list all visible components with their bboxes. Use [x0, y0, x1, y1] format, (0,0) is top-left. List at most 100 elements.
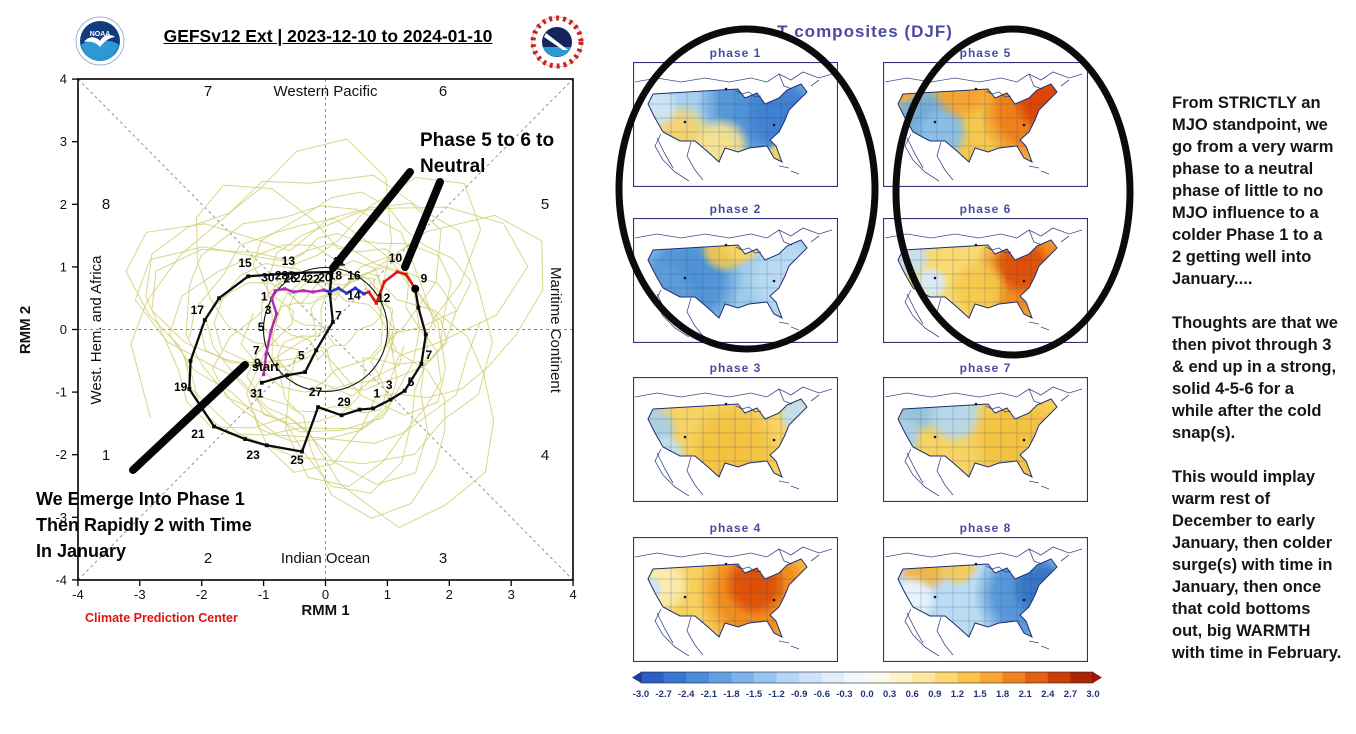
unit-circle — [262, 266, 389, 393]
svg-text:1: 1 — [261, 290, 268, 304]
y-axis-title: RMM 2 — [17, 306, 34, 354]
phase-number-3: 3 — [439, 550, 447, 567]
svg-text:-1: -1 — [55, 385, 67, 400]
svg-text:1.5: 1.5 — [973, 689, 987, 700]
svg-text:0.0: 0.0 — [860, 689, 873, 700]
svg-text:-2.1: -2.1 — [701, 689, 718, 700]
phase-number-2: 2 — [204, 550, 212, 567]
svg-text:20: 20 — [318, 270, 332, 284]
start-label: start — [252, 360, 280, 374]
trajectory-3 — [262, 287, 326, 377]
phase-number-1: 1 — [102, 447, 110, 464]
region-label-indian-ocean: Indian Ocean — [281, 550, 370, 567]
map-cell-phase-7: phase 7 — [882, 361, 1089, 507]
us-temperature-map — [882, 61, 1089, 188]
svg-text:26: 26 — [284, 272, 298, 286]
svg-text:13: 13 — [282, 254, 296, 268]
us-temperature-map — [632, 536, 839, 663]
svg-text:-1.2: -1.2 — [768, 689, 784, 700]
svg-text:9: 9 — [421, 272, 428, 286]
x-axis-title: RMM 1 — [301, 602, 349, 619]
map-phase-label: phase 4 — [709, 521, 762, 535]
phase-number-8: 8 — [102, 196, 110, 213]
svg-text:1: 1 — [384, 587, 391, 602]
svg-text:5: 5 — [258, 320, 265, 334]
svg-text:0.3: 0.3 — [883, 689, 896, 700]
svg-text:0.6: 0.6 — [906, 689, 919, 700]
svg-text:-2.4: -2.4 — [678, 689, 695, 700]
svg-text:-1.8: -1.8 — [723, 689, 739, 700]
us-temperature-map — [632, 61, 839, 188]
credit-climate-prediction-center: Climate Prediction Center — [85, 611, 238, 625]
svg-text:-1: -1 — [258, 587, 270, 602]
svg-text:25: 25 — [290, 453, 304, 467]
svg-text:-1.5: -1.5 — [746, 689, 763, 700]
map-phase-label: phase 3 — [709, 361, 762, 375]
noaa-logo-text: NOAA — [90, 31, 111, 38]
noaa-logo: NOAA — [75, 16, 125, 66]
us-temperature-map — [882, 376, 1089, 503]
svg-text:22: 22 — [306, 272, 320, 286]
svg-text:9: 9 — [254, 356, 261, 370]
svg-text:30: 30 — [261, 270, 275, 284]
svg-text:-4: -4 — [72, 587, 84, 602]
map-cell-phase-5: phase 5 — [882, 46, 1089, 192]
svg-text:-4: -4 — [55, 572, 67, 587]
region-label-western-pacific: Western Pacific — [274, 83, 378, 100]
svg-text:1: 1 — [60, 259, 67, 274]
annotation-phase-5-6-neutral: Phase 5 to 6 to Neutral — [420, 130, 555, 177]
chart-title: GEFSv12 Ext | 2023-12-10 to 2024-01-10 — [163, 26, 493, 46]
us-temperature-map — [882, 536, 1089, 663]
phase-number-6: 6 — [439, 83, 447, 100]
svg-text:23: 23 — [246, 448, 260, 462]
svg-text:1.2: 1.2 — [951, 689, 964, 700]
colorbar: -3.0 -2.7 -2.4 -2.1 -1.8 -1.5 -1.2 -0.9 -0.6 -0.3… — [628, 666, 1106, 711]
map-cell-phase-6: phase 6 — [882, 202, 1089, 348]
map-phase-label: phase 2 — [709, 202, 762, 216]
svg-text:-3: -3 — [55, 510, 67, 525]
svg-text:7: 7 — [426, 348, 433, 362]
map-phase-label: phase 1 — [709, 46, 762, 60]
svg-text:19: 19 — [174, 380, 188, 394]
svg-text:-3.0: -3.0 — [633, 689, 649, 700]
phase-number-5: 5 — [541, 196, 549, 213]
svg-text:-3: -3 — [134, 587, 146, 602]
svg-text:1.8: 1.8 — [996, 689, 1009, 700]
annotation-emerge-phase-1: We Emerge Into Phase 1 Then Rapidly 2 wi… — [36, 489, 252, 561]
svg-text:15: 15 — [238, 256, 252, 270]
svg-text:-0.3: -0.3 — [836, 689, 852, 700]
map-phase-label: phase 5 — [959, 46, 1012, 60]
svg-text:17: 17 — [191, 303, 205, 317]
commentary-paragraph-1: From STRICTLY an MJO standpoint, we go f… — [1172, 94, 1334, 288]
map-cell-phase-8: phase 8 — [882, 521, 1089, 667]
svg-text:31: 31 — [250, 387, 264, 401]
us-temperature-map — [632, 376, 839, 503]
ensemble-member-lines — [125, 138, 544, 529]
svg-text:2.4: 2.4 — [1041, 689, 1055, 700]
svg-text:2.1: 2.1 — [1019, 689, 1033, 700]
region-label-west-hem-africa: West. Hem. and Africa — [88, 255, 105, 405]
nws-logo — [530, 15, 584, 69]
us-temperature-map — [882, 217, 1089, 344]
commentary-panel: From STRICTLY an MJO standpoint, we go f… — [1172, 92, 1356, 686]
svg-text:-2: -2 — [55, 447, 67, 462]
svg-text:-2: -2 — [196, 587, 208, 602]
svg-text:16: 16 — [347, 268, 361, 282]
svg-text:12: 12 — [377, 291, 391, 305]
svg-text:-2.7: -2.7 — [655, 689, 671, 700]
svg-text:3.0: 3.0 — [1086, 689, 1099, 700]
svg-text:3: 3 — [386, 378, 393, 392]
commentary-paragraph-2: Thoughts are that we then pivot through … — [1172, 314, 1338, 442]
svg-text:14: 14 — [347, 288, 361, 302]
svg-text:-0.9: -0.9 — [791, 689, 807, 700]
mjo-phase-space-chart: 3157111315171921232527291357910121416182… — [17, 15, 584, 619]
svg-text:21: 21 — [191, 427, 205, 441]
svg-text:3: 3 — [508, 587, 515, 602]
svg-text:2.7: 2.7 — [1064, 689, 1077, 700]
svg-text:5: 5 — [408, 375, 415, 389]
svg-text:7: 7 — [253, 344, 260, 358]
map-cell-phase-1: phase 1 — [632, 46, 839, 192]
us-temperature-map — [632, 217, 839, 344]
region-label-maritime-continent: Maritime Continent — [547, 267, 564, 394]
